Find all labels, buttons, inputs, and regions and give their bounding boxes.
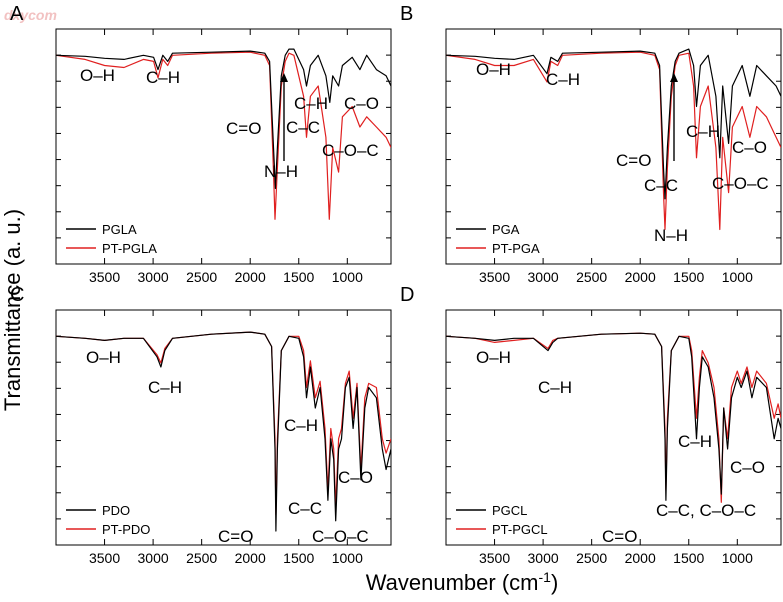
series-line-pgcl — [446, 332, 781, 501]
band-annotation: O–H — [476, 348, 511, 367]
band-annotation: C–H — [546, 70, 580, 89]
n-h-arrow-head — [670, 73, 678, 82]
band-annotation: C–C — [288, 499, 322, 518]
legend-entry: PGCL — [492, 503, 527, 518]
band-annotation: C=O — [226, 119, 261, 138]
band-annotation: C–H — [686, 122, 720, 141]
panel-label: C — [10, 284, 24, 306]
band-annotation: C–H — [294, 94, 328, 113]
x-tick-label: 2000 — [625, 550, 656, 566]
band-annotation: C=O — [602, 527, 637, 546]
band-annotation: C–O — [730, 458, 765, 477]
band-annotation: O–H — [86, 348, 121, 367]
panel-label: B — [400, 3, 413, 25]
x-tick-label: 3000 — [528, 550, 559, 566]
band-annotation: C–C — [644, 176, 678, 195]
series-line-pga — [446, 48, 781, 200]
x-axis-label-superscript: -1 — [539, 569, 552, 585]
x-tick-label: 1000 — [722, 550, 753, 566]
legend-entry: PDO — [102, 503, 130, 518]
x-tick-label: 2000 — [625, 269, 656, 285]
band-annotation: C–H — [148, 378, 182, 397]
x-tick-label: 2500 — [576, 550, 607, 566]
band-annotation: N–H — [654, 226, 688, 245]
band-annotation: C–O–C — [712, 174, 769, 193]
watermark: dxycom — [4, 7, 57, 23]
x-axis-label-close: ) — [551, 570, 558, 595]
curves — [56, 331, 391, 532]
series-line-pdo — [56, 331, 391, 532]
x-tick-label: 1500 — [283, 269, 314, 285]
band-annotation: O–H — [80, 66, 115, 85]
x-tick-label: 2500 — [576, 269, 607, 285]
x-tick-label: 1500 — [673, 550, 704, 566]
x-tick-label: 3000 — [528, 269, 559, 285]
curves — [56, 48, 391, 220]
legend-entry: PT-PGA — [492, 241, 540, 256]
x-tick-label: 2500 — [186, 269, 217, 285]
x-tick-label: 1000 — [332, 550, 363, 566]
legend-entry: PGLA — [102, 222, 137, 237]
series-line-pt-pga — [446, 51, 781, 231]
series-line-pgla — [56, 48, 391, 190]
band-annotation: C–O–C — [322, 141, 379, 160]
panel-D: D 3500 3000 2500 2000 1500 1000 PGCL PT-PGCL O–H C… — [400, 284, 782, 566]
x-tick-label: 3000 — [138, 550, 169, 566]
legend-entry: PT-PGLA — [102, 241, 157, 256]
band-annotation: C–C, C–O–C — [656, 501, 756, 520]
band-annotation: C–O — [732, 138, 767, 157]
panel-B: B 3500 3000 2500 2000 1500 1000 PGA PT-PGA O–H C–H… — [400, 3, 782, 285]
x-tick-label: 1000 — [332, 269, 363, 285]
curves — [446, 48, 781, 231]
band-annotation: C–H — [146, 68, 180, 87]
x-axis-label: Wavenumber (cm-1) — [366, 569, 559, 595]
x-axis-label-text: Wavenumber (cm — [366, 570, 539, 595]
series-line-pt-pgcl — [446, 332, 781, 503]
band-annotation: C–H — [538, 378, 572, 397]
x-tick-label: 3500 — [89, 550, 120, 566]
band-annotation: C–C — [286, 118, 320, 137]
band-annotation: C–O–C — [312, 527, 369, 546]
y-axis-label: Transmittance (a. u.) — [0, 209, 25, 411]
x-tick-label: 3500 — [479, 550, 510, 566]
band-annotation: C–H — [678, 432, 712, 451]
band-annotation: O–H — [476, 60, 511, 79]
panel-label: A — [10, 3, 24, 25]
n-h-arrow-head — [280, 73, 288, 82]
x-tick-label: 3500 — [479, 269, 510, 285]
band-annotation: C=O — [218, 527, 253, 546]
legend-entry: PGA — [492, 222, 520, 237]
band-annotation: C–O — [344, 94, 379, 113]
plot-frame — [55, 309, 392, 546]
curves — [446, 332, 781, 503]
x-tick-label: 1500 — [673, 269, 704, 285]
x-tick-label: 3000 — [138, 269, 169, 285]
x-tick-label: 2500 — [186, 550, 217, 566]
x-tick-label: 2000 — [235, 550, 266, 566]
x-tick-label: 2000 — [235, 269, 266, 285]
x-tick-label: 1000 — [722, 269, 753, 285]
band-annotation: N–H — [264, 162, 298, 181]
legend-entry: PT-PGCL — [492, 522, 548, 537]
legend-entry: PT-PDO — [102, 522, 150, 537]
band-annotation: C–O — [338, 468, 373, 487]
panel-A: A 3500 3000 2500 2000 1500 1000 PGLA PT-PGLA O–H C… — [10, 3, 392, 285]
x-tick-label: 3500 — [89, 269, 120, 285]
panel-label: D — [400, 284, 414, 306]
panel-C: C 3500 3000 2500 2000 1500 1000 PDO PT-PDO O–H C–H… — [10, 284, 392, 566]
band-annotation: C=O — [616, 151, 651, 170]
series-line-pt-pgla — [56, 51, 391, 220]
band-annotation: C–H — [284, 416, 318, 435]
x-tick-label: 1500 — [283, 550, 314, 566]
